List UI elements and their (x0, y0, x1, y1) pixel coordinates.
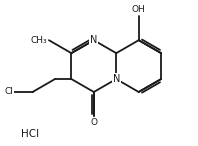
Text: N: N (90, 35, 97, 45)
Text: HCl: HCl (21, 129, 39, 139)
Text: N: N (113, 74, 120, 84)
Text: OH: OH (132, 5, 146, 14)
Text: O: O (90, 118, 97, 127)
Text: Cl: Cl (5, 87, 14, 97)
Text: CH₃: CH₃ (31, 36, 47, 45)
